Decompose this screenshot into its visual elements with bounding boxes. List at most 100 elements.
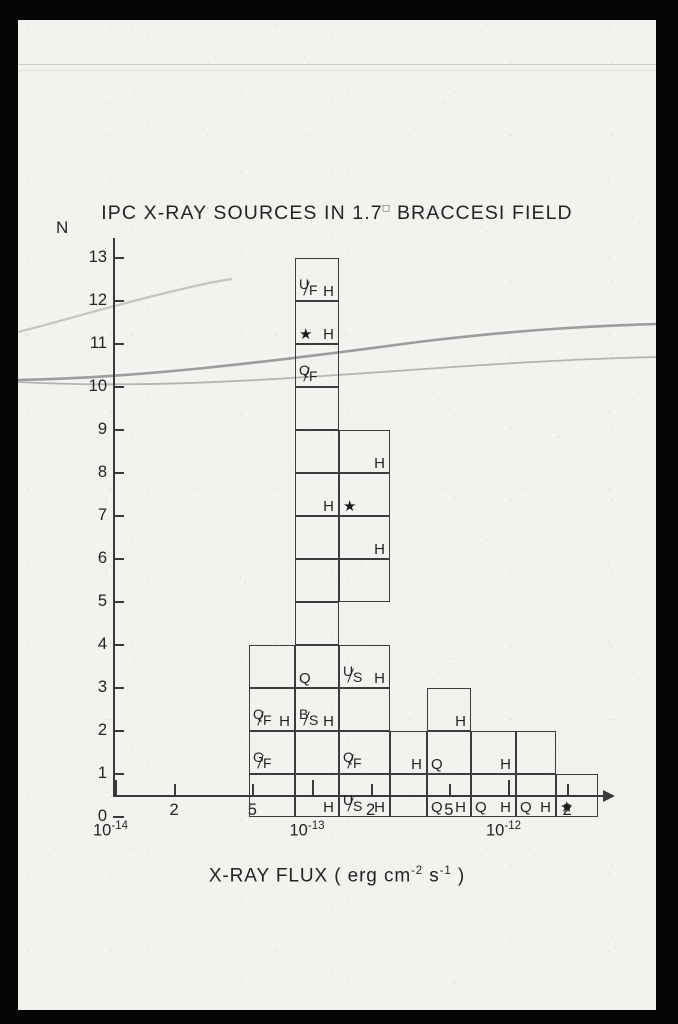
cell-b8-n1: ★ [556, 774, 598, 817]
chart-title-tail: BRACCESI FIELD [390, 202, 573, 224]
cell-label-H: H [455, 799, 466, 816]
cell-label-Q: Q [520, 799, 532, 816]
cell-label-Q: Q [431, 756, 443, 773]
cell-label-H: H [323, 283, 334, 300]
cell-label-H: H [323, 713, 334, 730]
histogram-plot: IPC X-RAY SOURCES IN 1.7□ BRACCESI FIELD… [18, 20, 656, 1010]
cell-label-Q: Q [431, 799, 443, 816]
x-axis-title-tail: ) [451, 865, 466, 887]
cell-label-H: H [500, 799, 511, 816]
y-tick-label-7: 7 [97, 506, 107, 524]
cell-b4-n2: H [390, 731, 427, 774]
y-tick-label-11: 11 [89, 334, 107, 352]
y-tick-9 [113, 429, 124, 431]
cell-b2-n2 [295, 731, 339, 774]
decade-mantissa: 10 [289, 821, 308, 840]
chart-title-main: IPC X-RAY SOURCES IN 1.7 [101, 202, 383, 224]
cell-label-H: H [500, 756, 511, 773]
x-tick-5e-13 [448, 784, 451, 796]
cell-b2-n4: Q [295, 645, 339, 688]
y-tick-6 [113, 558, 124, 560]
decade-exponent: -14 [111, 820, 128, 832]
y-tick-label-4: 4 [97, 635, 107, 653]
y-tick-13 [113, 257, 124, 259]
cell-b2-n10 [295, 387, 339, 430]
y-axis-title: N [56, 218, 69, 237]
cell-b3-n3 [339, 688, 390, 731]
decade-mantissa: 10 [486, 821, 505, 840]
photographic-print: IPC X-RAY SOURCES IN 1.7□ BRACCESI FIELD… [18, 20, 656, 1010]
x-major-tick--14 [115, 780, 117, 797]
cell-label-H: H [374, 455, 385, 472]
x-decade-label--12: 10-12 [486, 820, 521, 841]
x-axis-title-main: X-RAY FLUX ( erg cm [208, 865, 412, 887]
cell-b4-n1 [390, 774, 427, 817]
x-axis-line [113, 795, 605, 797]
x-axis-title: X-RAY FLUX ( erg cm-2 s-1 ) [18, 865, 656, 887]
x-major-tick--12 [508, 780, 510, 797]
x-axis-exponent-2: -1 [439, 865, 452, 877]
y-tick-10 [113, 386, 124, 388]
y-tick-8 [113, 472, 124, 474]
star-icon: ★ [343, 498, 357, 515]
x-decade-label--14: 10-14 [93, 820, 128, 841]
cell-b3-n7: H [339, 516, 390, 559]
degree-symbol: □ [382, 202, 391, 215]
x-tick-2e-13 [370, 784, 373, 796]
cell-b2-n7 [295, 516, 339, 559]
y-tick-7 [113, 515, 124, 517]
cell-label-Q: Q [475, 799, 487, 816]
y-tick-5 [113, 601, 124, 603]
chart-title: IPC X-RAY SOURCES IN 1.7□ BRACCESI FIELD [18, 202, 656, 225]
y-tick-label-0: 0 [97, 807, 107, 825]
y-axis-line [113, 238, 115, 797]
x-tick-2e-12 [567, 784, 570, 796]
cell-b2-n12: ★ H [295, 301, 339, 344]
decade-exponent: -13 [307, 820, 325, 832]
cell-b1-n4 [249, 645, 295, 688]
cell-b3-n6 [339, 559, 390, 602]
cell-b7-n2 [516, 731, 556, 774]
x-decade-label--13: 10-13 [290, 820, 325, 841]
cell-b5-n2: Q [427, 731, 471, 774]
cell-label-H: H [374, 541, 385, 558]
cell-b2-n5 [295, 602, 339, 645]
cell-b3-n9: H [339, 430, 390, 473]
x-axis-arrow-icon [603, 790, 615, 802]
y-tick-label-12: 12 [88, 291, 107, 309]
cell-b5-n3: H [427, 688, 471, 731]
decade-mantissa: 10 [93, 821, 112, 840]
x-axis-exponent-1: -2 [411, 865, 424, 877]
y-tick-1 [113, 773, 124, 775]
x-major-tick--13 [311, 780, 314, 797]
star-icon: ★ [560, 799, 574, 816]
y-tick-11 [113, 343, 124, 345]
y-tick-4 [113, 644, 124, 646]
cell-label-Q: Q [299, 670, 311, 687]
y-tick-3 [113, 687, 124, 689]
y-tick-label-6: 6 [97, 549, 107, 567]
cell-b2-n6 [295, 559, 339, 602]
x-tick-label-5e-14: 5 [247, 801, 257, 819]
y-tick-label-13: 13 [88, 248, 107, 266]
x-tick-label-2e-12: 2 [562, 801, 572, 819]
x-tick-label-2e-14: 2 [169, 801, 179, 819]
x-tick-label-2e-13: 2 [366, 801, 376, 819]
y-tick-0 [113, 816, 124, 818]
